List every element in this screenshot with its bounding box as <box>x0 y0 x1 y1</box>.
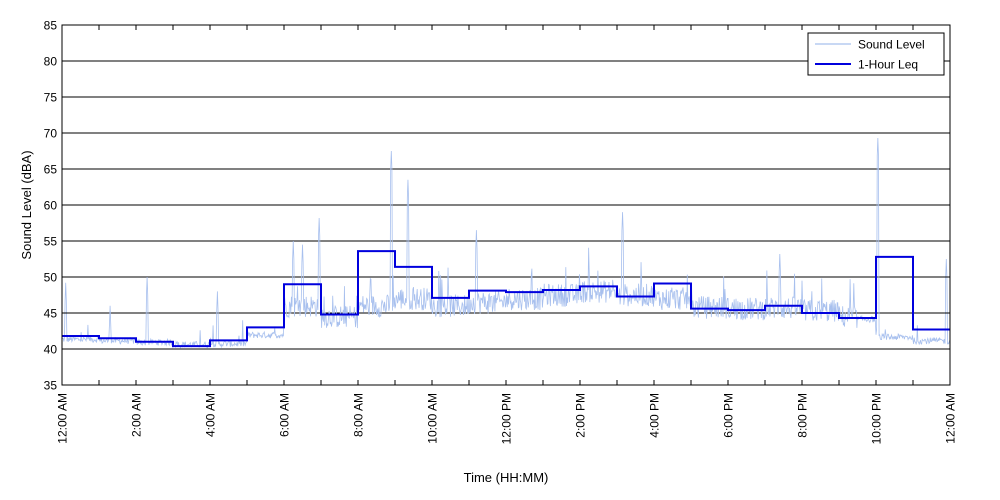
x-axis-title: Time (HH:MM) <box>464 470 549 485</box>
y-tick-label: 40 <box>44 343 58 357</box>
series-line-1-hour-leq <box>62 250 950 348</box>
x-tick-label: 12:00 PM <box>500 393 514 444</box>
y-tick-label: 65 <box>44 163 58 177</box>
legend: Sound Level 1-Hour Leq <box>807 32 945 76</box>
legend-label-sound-level: Sound Level <box>858 38 925 52</box>
x-tick-label: 6:00 PM <box>722 393 736 438</box>
y-tick-label: 55 <box>44 235 58 249</box>
x-tick-label: 6:00 AM <box>278 393 292 437</box>
x-tick-label: 2:00 PM <box>574 393 588 438</box>
y-axis-title: Sound Level (dBA) <box>19 150 34 259</box>
gridlines <box>62 60 950 350</box>
y-tick-label: 60 <box>44 199 58 213</box>
x-tick-label: 8:00 AM <box>352 393 366 437</box>
y-tick-label: 50 <box>44 271 58 285</box>
x-tick-label: 10:00 AM <box>426 393 440 444</box>
x-tick-label: 4:00 PM <box>648 393 662 438</box>
x-tick-label: 12:00 AM <box>944 393 958 444</box>
y-tick-label: 85 <box>44 19 58 33</box>
legend-label-1-hour-leq: 1-Hour Leq <box>858 58 918 72</box>
y-tick-label: 70 <box>44 127 58 141</box>
x-tick-label: 8:00 PM <box>796 393 810 438</box>
x-tick-label: 2:00 AM <box>130 393 144 437</box>
legend-box <box>807 32 945 76</box>
y-tick-label: 75 <box>44 91 58 105</box>
y-tick-label: 35 <box>44 379 58 393</box>
x-axis: 12:00 AM 2:00 AM 4:00 AM 6:00 AM 8:00 AM 10:0… <box>56 25 958 444</box>
y-axis: 35 40 45 50 55 60 65 70 75 80 85 <box>44 19 950 393</box>
y-tick-label: 45 <box>44 307 58 321</box>
x-tick-label: 12:00 AM <box>56 393 70 444</box>
x-tick-label: 4:00 AM <box>204 393 218 437</box>
x-tick-label: 10:00 PM <box>870 393 884 444</box>
y-tick-label: 80 <box>44 55 58 69</box>
series-1-hour-leq <box>62 250 950 348</box>
